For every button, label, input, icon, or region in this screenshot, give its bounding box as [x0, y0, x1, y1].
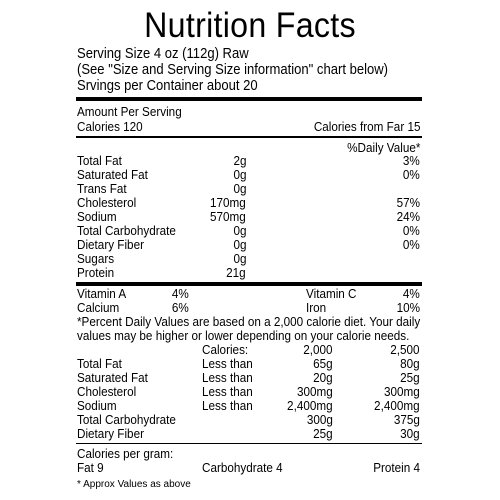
footnote-line: values may be higher or lower depending … — [77, 328, 410, 343]
nutrient-amount: 0g — [232, 237, 246, 252]
vitamin-value: 4% — [172, 286, 189, 301]
vitamin-name: Vitamin A — [77, 286, 127, 301]
per-gram-heading: Calories per gram: — [77, 446, 174, 461]
serving-note: (See "Size and Serving Size information"… — [77, 62, 389, 78]
reference-qualifier: Less than — [202, 384, 253, 399]
reference-value-2500: 80g — [400, 356, 420, 371]
nutrient-name: Cholesterol — [77, 195, 137, 210]
reference-col1: 2,000 — [303, 342, 333, 357]
nutrient-name: Protein — [77, 265, 115, 280]
reference-name: Dietary Fiber — [77, 426, 144, 441]
label-title: Nutrition Facts — [144, 6, 356, 45]
nutrient-name: Saturated Fat — [77, 167, 148, 182]
nutrient-name: Dietary Fiber — [77, 237, 144, 252]
reference-name: Saturated Fat — [77, 370, 148, 385]
reference-col2: 2,500 — [390, 342, 420, 357]
reference-value-2000: 300mg — [297, 384, 333, 399]
nutrient-name: Sugars — [77, 251, 115, 266]
reference-value-2500: 300mg — [384, 384, 420, 399]
per-gram-carbohydrate: Carbohydrate 4 — [202, 460, 283, 475]
vitamin-value: 6% — [172, 300, 189, 315]
reference-value-2000: 2,400mg — [287, 398, 333, 413]
nutrient-amount: 0g — [232, 251, 246, 266]
nutrient-dv: 57% — [396, 195, 420, 210]
nutrient-dv: 0% — [403, 237, 420, 252]
reference-value-2500: 30g — [400, 426, 420, 441]
nutrient-name: Trans Fat — [77, 181, 127, 196]
nutrient-amount: 570mg — [210, 209, 246, 224]
nutrient-dv: 24% — [396, 209, 420, 224]
medium-divider — [76, 136, 422, 138]
nutrient-amount: 2g — [232, 153, 246, 168]
nutrient-dv: 3% — [403, 153, 420, 168]
nutrient-amount: 170mg — [210, 195, 246, 210]
servings-per-container: Srvings per Container about 20 — [77, 78, 258, 94]
reference-name: Total Carbohydrate — [77, 412, 176, 427]
reference-qualifier: Less than — [202, 356, 253, 371]
nutrient-amount: 0g — [232, 167, 246, 182]
thick-divider — [76, 282, 422, 286]
reference-value-2000: 25g — [313, 426, 333, 441]
nutrient-name: Total Fat — [77, 153, 122, 168]
vitamin-name: Calcium — [77, 300, 120, 315]
thick-divider — [76, 97, 422, 101]
vitamin-value: 10% — [396, 300, 420, 315]
reference-name: Total Fat — [77, 356, 122, 371]
nutrient-dv: 0% — [403, 167, 420, 182]
reference-value-2000: 65g — [313, 356, 333, 371]
vitamin-value: 4% — [403, 286, 420, 301]
thin-divider — [76, 443, 422, 444]
reference-qualifier: Less than — [202, 370, 253, 385]
reference-value-2500: 375g — [393, 412, 420, 427]
nutrient-name: Total Carbohydrate — [77, 223, 176, 238]
vitamin-name: Iron — [306, 300, 327, 315]
reference-value-2500: 2,400mg — [374, 398, 420, 413]
nutrient-name: Sodium — [77, 209, 117, 224]
per-gram-fat: Fat 9 — [77, 460, 104, 475]
nutrient-amount: 21g — [226, 265, 246, 280]
approx-note: * Approx Values as above — [77, 479, 191, 490]
amount-heading: Amount Per Serving — [77, 104, 182, 119]
footnote-line: *Percent Daily Values are based on a 2,0… — [77, 314, 421, 329]
reference-name: Sodium — [77, 398, 117, 413]
nutrient-dv: 0% — [403, 223, 420, 238]
calories-from-fat: Calories from Far 15 — [313, 119, 420, 134]
daily-value-heading: %Daily Value* — [346, 140, 420, 155]
nutrient-amount: 0g — [232, 223, 246, 238]
reference-value-2500: 25g — [400, 370, 420, 385]
reference-value-2000: 300g — [306, 412, 333, 427]
per-gram-protein: Protein 4 — [373, 460, 420, 475]
vitamin-name: Vitamin C — [306, 286, 357, 301]
calories: Calories 120 — [77, 119, 143, 134]
serving-size: Serving Size 4 oz (112g) Raw — [77, 46, 249, 62]
reference-name: Cholesterol — [77, 384, 137, 399]
reference-qualifier: Less than — [202, 398, 253, 413]
nutrient-amount: 0g — [232, 181, 246, 196]
reference-value-2000: 20g — [313, 370, 333, 385]
reference-calories-label: Calories: — [202, 342, 249, 357]
